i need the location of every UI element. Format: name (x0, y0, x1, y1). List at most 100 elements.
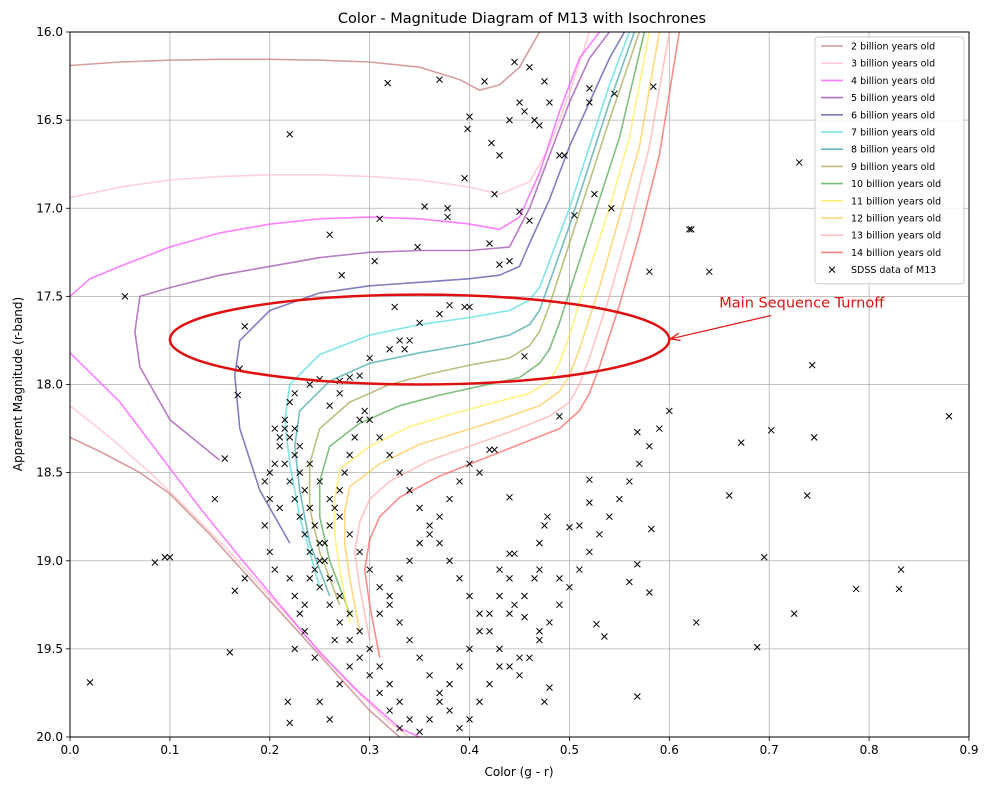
sdss-point-stroke (634, 693, 641, 700)
sdss-point (356, 654, 364, 662)
sdss-point (306, 548, 314, 556)
turnoff-ellipse (168, 293, 671, 386)
sdss-point-stroke (634, 428, 641, 436)
sdss-point-stroke (336, 619, 344, 626)
sdss-point (544, 513, 551, 521)
sdss-point-stroke (426, 671, 433, 679)
sdss-point-stroke (556, 575, 563, 582)
sdss-point-stroke (366, 566, 374, 573)
sdss-point-stroke (611, 90, 618, 98)
legend-label: 2 billion years old (851, 42, 935, 53)
x-axis-label: Color (g - r) (484, 765, 553, 779)
sdss-point (266, 548, 274, 556)
sdss-point-stroke (496, 152, 503, 159)
sdss-point-stroke (444, 213, 451, 221)
sdss-point-stroke (286, 130, 294, 138)
sdss-point-stroke (760, 553, 768, 561)
sdss-point (760, 553, 768, 561)
sdss-point-stroke (406, 636, 413, 644)
sdss-point-stroke (626, 578, 633, 586)
sdss-point (356, 548, 364, 556)
sdss-point (316, 539, 324, 547)
sdss-point-stroke (895, 585, 903, 593)
sdss-point-stroke (486, 446, 493, 454)
sdss-point-stroke (291, 592, 299, 600)
sdss-point-stroke (316, 557, 324, 565)
sdss-point (586, 548, 593, 556)
sdss-point-stroke (692, 619, 700, 626)
legend-label: 12 billion years old (851, 214, 941, 225)
sdss-point-stroke (536, 566, 543, 573)
sdss-point (386, 707, 393, 714)
sdss-point (281, 416, 289, 424)
y-tick-label: 17.5 (36, 289, 63, 303)
sdss-point (852, 585, 860, 593)
sdss-point-stroke (306, 460, 314, 468)
sdss-point (366, 354, 374, 362)
legend-label: 10 billion years old (851, 179, 941, 190)
sdss-point (461, 174, 468, 182)
sdss-point-stroke (296, 610, 304, 617)
sdss-point-stroke (376, 689, 384, 697)
sdss-point-stroke (685, 226, 693, 233)
sdss-point (486, 627, 493, 635)
sdss-point-stroke (326, 716, 334, 723)
sdss-point-stroke (291, 451, 299, 459)
sdss-point (336, 513, 344, 521)
sdss-point-stroke (461, 174, 468, 182)
sdss-point (386, 345, 393, 353)
sdss-point-stroke (296, 442, 304, 450)
sdss-point (541, 77, 548, 85)
x-tick-label: 0.0 (60, 743, 79, 757)
sdss-point (406, 716, 413, 723)
sdss-point (444, 213, 451, 221)
sdss-point (506, 575, 513, 582)
sdss-point-stroke (351, 434, 359, 441)
sdss-point (426, 716, 433, 723)
sdss-point-stroke (326, 231, 334, 239)
sdss-point-stroke (271, 566, 279, 573)
sdss-point (655, 425, 663, 432)
sdss-point (546, 684, 553, 692)
sdss-point-stroke (795, 159, 803, 166)
sdss-point (376, 434, 384, 441)
sdss-point (161, 553, 169, 561)
sdss-point (336, 619, 344, 626)
sdss-point-stroke (161, 553, 169, 561)
sdss-point-stroke (426, 716, 433, 723)
sdss-point-stroke (281, 425, 289, 432)
sdss-point (356, 372, 364, 380)
sdss-point-stroke (291, 425, 299, 432)
sdss-point-stroke (531, 116, 538, 124)
sdss-point (436, 513, 443, 521)
x-tick-label: 0.5 (560, 743, 579, 757)
sdss-point-stroke (151, 559, 159, 566)
sdss-point (466, 303, 473, 311)
sdss-point-stroke (401, 345, 408, 353)
sdss-point-stroke (326, 495, 334, 503)
sdss-point (276, 434, 284, 441)
isochrone-line-0 (70, 32, 541, 91)
sdss-point-stroke (416, 504, 423, 512)
sdss-point (396, 469, 403, 476)
sdss-point-stroke (516, 208, 523, 216)
sdss-point-stroke (386, 680, 393, 688)
sdss-point-stroke (284, 698, 292, 706)
sdss-point (521, 107, 528, 115)
sdss-point-stroke (336, 513, 344, 521)
sdss-point (376, 583, 384, 591)
sdss-point-stroke (266, 548, 274, 556)
sdss-point-stroke (276, 504, 284, 512)
sdss-point-stroke (436, 310, 443, 318)
sdss-point (646, 589, 653, 596)
sdss-point-stroke (291, 495, 299, 503)
sdss-point-stroke (366, 354, 374, 362)
sdss-point-stroke (556, 152, 563, 159)
sdss-point-stroke (326, 601, 334, 609)
sdss-point-stroke (767, 426, 775, 434)
sdss-point-stroke (406, 716, 413, 723)
sdss-point (284, 698, 292, 706)
sdss-point (511, 58, 518, 66)
sdss-point (221, 455, 229, 462)
